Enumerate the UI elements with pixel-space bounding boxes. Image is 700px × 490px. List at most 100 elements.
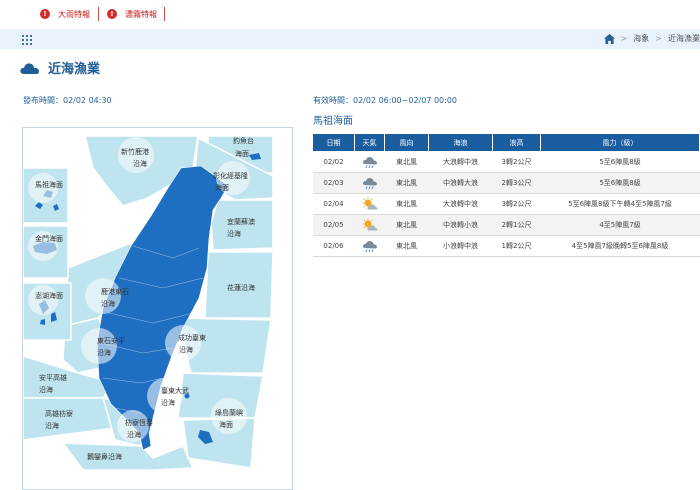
cell-weather (354, 235, 385, 257)
cell-date: 02/02 (312, 151, 355, 173)
cell-wave: 小浪轉中浪 (428, 235, 493, 257)
col-weather: 天氣 (354, 133, 385, 152)
exclamation-icon: ! (40, 9, 50, 19)
label-taidong-2: 沿海 (161, 398, 175, 407)
forecast-table: 日期 天氣 風向 海浪 浪高 風力（級） 02/02 東北風 大浪轉中浪 3轉2… (312, 133, 700, 257)
sun-cloud-icon (362, 218, 377, 231)
cell-date: 02/06 (312, 235, 355, 257)
page-title-text: 近海漁業 (48, 62, 101, 77)
label-fangliao-2: 沿海 (127, 430, 141, 439)
chevron-right-icon: > (655, 34, 662, 43)
heavy-rain-alert-label: 大雨特報 (58, 9, 90, 19)
label-xinzhu-2: 沿海 (133, 159, 147, 168)
label-lugang-1: 鹿港東石 (101, 287, 129, 296)
alert-divider (98, 7, 99, 21)
breadcrumb: > 海象 > 近海漁業 (603, 33, 700, 44)
nav-bar: > 海象 > 近海漁業 (0, 29, 700, 49)
breadcrumb-item-current: 近海漁業 (668, 34, 700, 43)
label-chenggong-1: 成功臺東 (178, 333, 206, 342)
fishery-map: 釣魚台 海面 新竹鹿港 沿海 彰化經基隆 海面 宜蘭蘇澳 沿海 花蓮沿海 鹿港東… (22, 127, 293, 490)
cell-wave-height: 3轉2公尺 (492, 151, 541, 173)
label-lugang-2: 沿海 (101, 299, 115, 308)
cell-wind-force: 5至6陣風8級 (540, 172, 700, 194)
table-row: 02/03 東北風 中浪轉大浪 2轉3公尺 5至6陣風8級 (312, 172, 700, 194)
label-bubbles (28, 137, 250, 442)
valid-time: 有效時間：02/02 06:00~02/07 00:00 (313, 96, 458, 105)
col-wind-force: 風力（級） (540, 133, 700, 152)
rain-cloud-icon (362, 240, 377, 253)
zone-eluanbi[interactable] (61, 442, 195, 471)
cell-wave-height: 3轉2公尺 (492, 193, 541, 215)
label-anping-1: 安平高雄 (39, 373, 67, 382)
cell-wind-dir: 東北風 (384, 172, 429, 194)
page-title: 近海漁業 (20, 58, 100, 77)
label-xinzhu-1: 新竹鹿港 (121, 147, 149, 156)
label-matsu: 馬祖海面 (35, 180, 63, 189)
label-dongshi-2: 沿海 (97, 348, 111, 357)
alert-bar: ! 大雨特報 ! 濃霧特報 (0, 0, 700, 28)
col-wave: 海浪 (428, 133, 493, 152)
ludao-island (184, 393, 190, 399)
cell-wave-height: 2轉1公尺 (492, 214, 541, 236)
label-gaoxiong-2: 沿海 (45, 421, 59, 430)
cell-wave-height: 2轉3公尺 (492, 172, 541, 194)
label-kinmen: 金門海面 (35, 234, 63, 243)
label-diaoyutai-2: 海面 (235, 149, 249, 158)
cell-date: 02/04 (312, 193, 355, 215)
menu-grid-icon[interactable] (22, 35, 32, 45)
label-zhangjing-2: 海面 (215, 183, 229, 192)
cell-wind-dir: 東北風 (384, 151, 429, 173)
table-row: 02/04 東北風 大浪轉中浪 3轉2公尺 5至6陣風8級下午轉4至5陣風7級 (312, 193, 700, 215)
label-penghu: 澎湖海面 (35, 291, 63, 300)
label-diaoyutai-1: 釣魚台 (233, 136, 254, 145)
col-date: 日期 (312, 133, 355, 152)
table-row: 02/05 東北風 中浪轉小浪 2轉1公尺 4至5陣風7級 (312, 214, 700, 236)
cell-wind-dir: 東北風 (384, 193, 429, 215)
matsu-islands (35, 190, 59, 211)
zone-yilan[interactable] (210, 199, 274, 251)
label-eluanbi: 鵝鑾鼻沿海 (87, 452, 122, 461)
lanyu-island (198, 430, 213, 444)
table-row: 02/02 東北風 大浪轉中浪 3轉2公尺 5至6陣風8級 (312, 151, 700, 173)
cell-wind-force: 5至6陣風8級下午轉4至5陣風7級 (540, 193, 700, 215)
label-yilan-1: 宜蘭蘇澳 (227, 217, 255, 226)
cloud-icon (20, 62, 39, 74)
county-boundaries (100, 245, 204, 414)
heavy-rain-alert[interactable]: ! 大雨特報 (40, 7, 90, 21)
zone-gaoxiong[interactable] (23, 397, 117, 441)
label-lvdao-2: 海面 (219, 420, 233, 429)
diaoyutai-island (249, 153, 261, 160)
label-chenggong-2: 沿海 (179, 345, 193, 354)
cell-wave-height: 1轉2公尺 (492, 235, 541, 257)
cell-date: 02/05 (312, 214, 355, 236)
cell-wave: 中浪轉大浪 (428, 172, 493, 194)
zone-hualien[interactable] (204, 251, 274, 319)
alert-divider (164, 7, 165, 21)
home-icon[interactable] (603, 33, 615, 44)
label-anping-2: 沿海 (39, 385, 53, 394)
label-zhangjing-1: 彰化經基隆 (213, 171, 248, 180)
cell-wave: 大浪轉中浪 (428, 151, 493, 173)
rain-cloud-icon (362, 177, 377, 190)
label-dongshi-1: 東石安平 (97, 336, 125, 345)
cell-wind-force: 4至5陣風7級晚轉5至6陣風8級 (540, 235, 700, 257)
fog-alert[interactable]: ! 濃霧特報 (107, 7, 157, 21)
taiwan-sea-zone-map: 釣魚台 海面 新竹鹿港 沿海 彰化經基隆 海面 宜蘭蘇澳 沿海 花蓮沿海 鹿港東… (23, 135, 274, 471)
breadcrumb-item-sea[interactable]: 海象 (633, 34, 650, 43)
label-yilan-2: 沿海 (227, 229, 241, 238)
col-wind-dir: 風向 (384, 133, 429, 152)
cell-wind-dir: 東北風 (384, 235, 429, 257)
label-lvdao-1: 綠島蘭嶼 (215, 408, 243, 417)
cell-weather (354, 214, 385, 236)
col-wave-height: 浪高 (492, 133, 541, 152)
cell-wave: 大浪轉中浪 (428, 193, 493, 215)
exclamation-icon: ! (107, 9, 117, 19)
cell-weather (354, 151, 385, 173)
cell-wind-dir: 東北風 (384, 214, 429, 236)
label-taidong-1: 臺東大武 (161, 386, 189, 395)
table-header-row: 日期 天氣 風向 海浪 浪高 風力（級） (312, 133, 700, 152)
label-fangliao-1: 枋寮恆春 (125, 418, 153, 427)
sun-cloud-icon (362, 197, 377, 210)
area-title: 馬祖海面 (313, 116, 353, 127)
cell-date: 02/03 (312, 172, 355, 194)
